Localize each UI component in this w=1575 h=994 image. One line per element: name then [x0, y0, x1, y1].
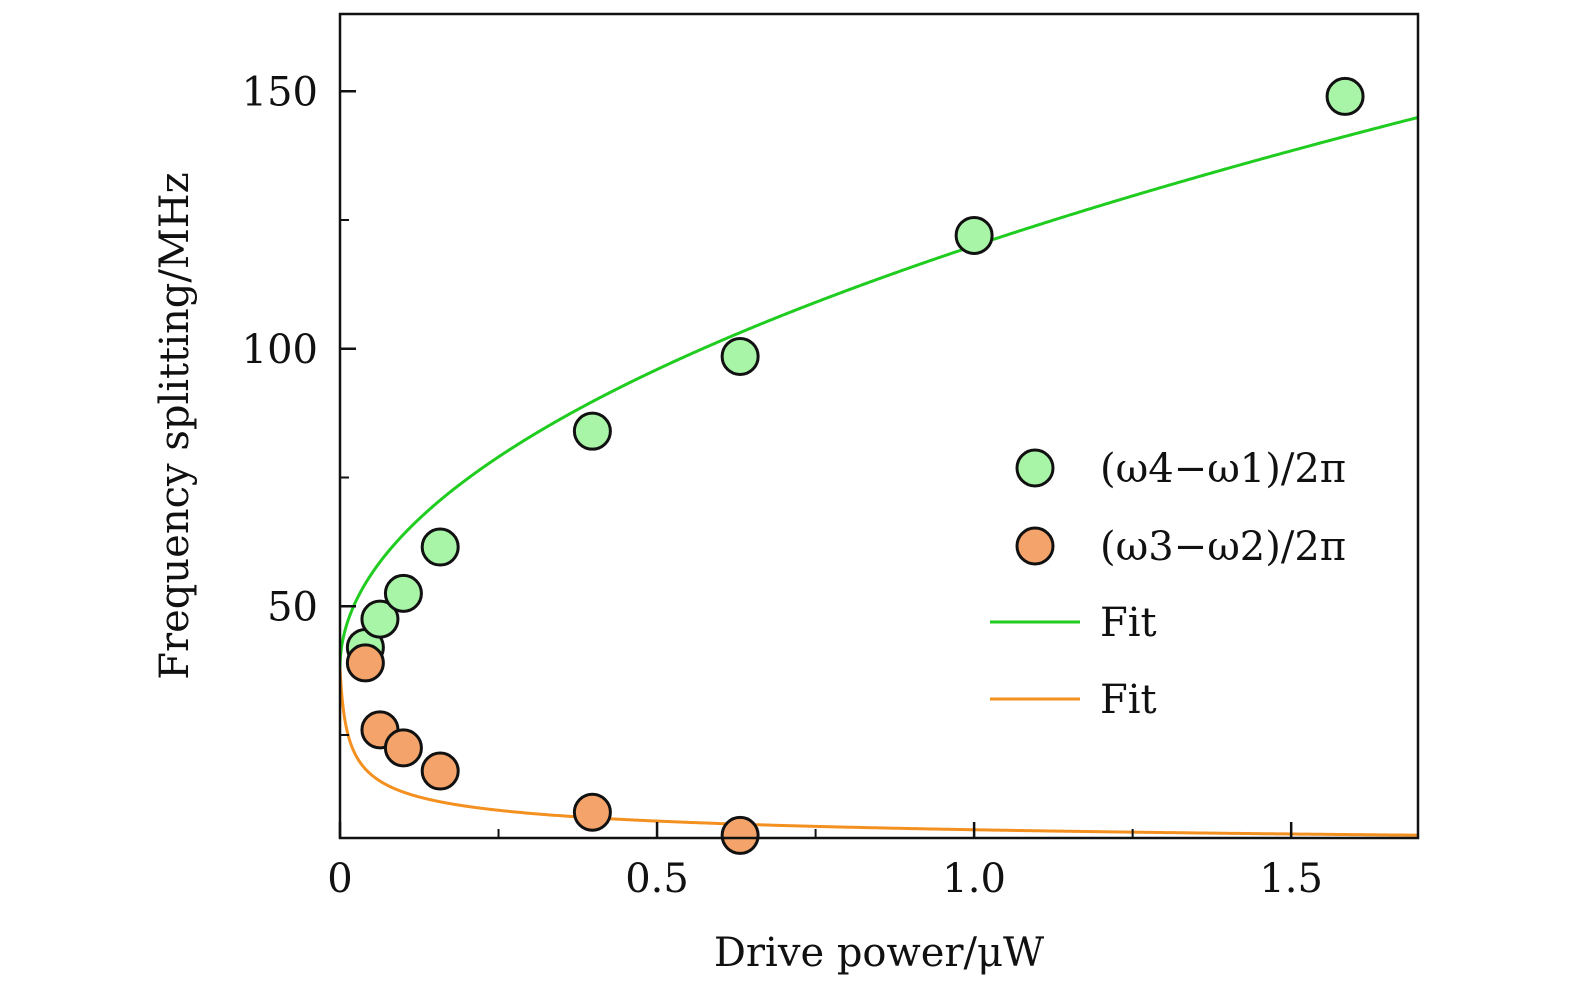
data-point-series-2-6	[720, 815, 760, 855]
data-point-series-2-3	[383, 728, 423, 768]
y-tick-label-3: 150	[242, 69, 318, 115]
data-point-series-2-1	[345, 643, 385, 683]
legend-label-2: (ω3−ω2)/2π	[1100, 524, 1346, 570]
x-tick-label-3: 1.0	[942, 856, 1006, 902]
fit-line-2	[340, 668, 1418, 837]
fit-line-1	[340, 115, 1418, 669]
data-point-series-2-5	[572, 792, 612, 832]
x-tick-label-4: 1.5	[1259, 856, 1323, 902]
data-point-series-1-5	[572, 411, 612, 451]
x-tick-label-2: 0.5	[625, 856, 689, 902]
legend: (ω4−ω1)/2π (ω3−ω2)/2π Fit Fit	[990, 446, 1346, 723]
y-tick-label-2: 100	[242, 327, 318, 373]
x-tick-label-1: 0	[327, 856, 352, 902]
legend-marker-2	[1015, 526, 1055, 566]
legend-label-3: Fit	[1100, 600, 1157, 646]
legend-marker-1	[1015, 448, 1055, 488]
plot-area	[340, 76, 1418, 855]
x-axis-title: Drive power/μW	[714, 930, 1044, 976]
data-point-series-1-6	[720, 336, 760, 376]
plot-frame	[338, 12, 1420, 840]
y-tick-label-1: 50	[267, 584, 318, 630]
data-point-series-1-4	[420, 527, 460, 567]
data-point-series-2-4	[420, 751, 460, 791]
data-point-series-1-8	[1325, 76, 1365, 116]
data-point-series-1-3	[383, 573, 423, 613]
legend-label-4: Fit	[1100, 677, 1157, 723]
data-point-series-1-2	[360, 599, 400, 639]
data-point-series-1-7	[954, 215, 994, 255]
y-axis-title: Frequency splitting/MHz	[152, 172, 198, 679]
axes: 0 0.5 1.0 1.5 50 100 150	[242, 12, 1420, 902]
legend-label-1: (ω4−ω1)/2π	[1100, 446, 1346, 492]
